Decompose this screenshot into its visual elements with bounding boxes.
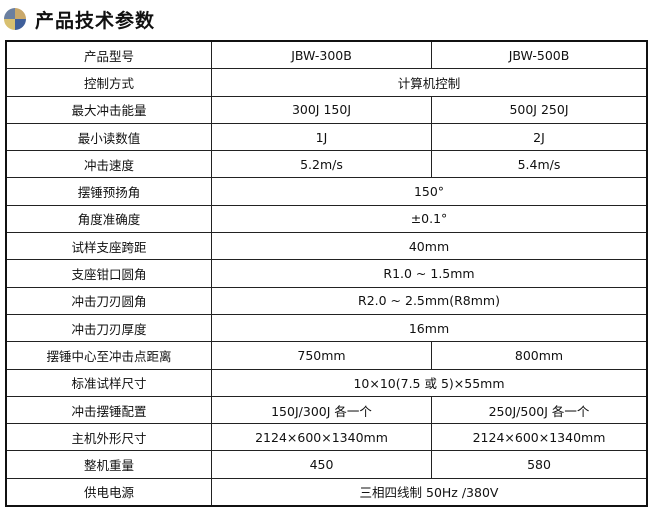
spec-label: 标准试样尺寸 — [5, 368, 212, 397]
table-row: 产品型号 JBW-300B JBW-500B — [5, 40, 648, 70]
spec-label: 冲击刀刃厚度 — [5, 313, 212, 343]
spec-value: R2.0 ~ 2.5mm(R8mm) — [211, 286, 648, 315]
table-row: 最小读数值 1J 2J — [5, 122, 648, 152]
spec-label: 控制方式 — [5, 68, 212, 97]
table-row: 冲击摆锤配置 150J/300J 各一个 250J/500J 各一个 — [5, 395, 648, 425]
spec-value: 2124×600×1340mm — [211, 423, 432, 452]
table-row: 整机重量 450 580 — [5, 450, 648, 479]
spec-value: 150° — [211, 177, 648, 206]
spec-label: 供电电源 — [5, 477, 212, 507]
spec-value: 300J 150J — [211, 95, 432, 124]
icon-quadrant — [15, 19, 26, 30]
spec-value: 三相四线制 50Hz /380V — [211, 477, 648, 507]
spec-value: 5.2m/s — [211, 150, 432, 179]
table-row: 摆锤预扬角 150° — [5, 177, 648, 206]
spec-value: 500J 250J — [431, 95, 648, 124]
spec-label: 最大冲击能量 — [5, 95, 212, 124]
spec-label: 主机外形尺寸 — [5, 423, 212, 452]
spec-label: 最小读数值 — [5, 122, 212, 152]
spec-value: 40mm — [211, 232, 648, 261]
quartered-circle-icon — [4, 8, 26, 30]
table-row: 摆锤中心至冲击点距离 750mm 800mm — [5, 341, 648, 370]
spec-label: 产品型号 — [5, 40, 212, 70]
spec-value: 计算机控制 — [211, 68, 648, 97]
spec-value: 2124×600×1340mm — [431, 423, 648, 452]
spec-label: 支座钳口圆角 — [5, 259, 212, 288]
spec-value: 16mm — [211, 313, 648, 343]
spec-value: ±0.1° — [211, 204, 648, 234]
spec-label: 摆锤预扬角 — [5, 177, 212, 206]
table-row: 冲击刀刃厚度 16mm — [5, 313, 648, 343]
spec-value: 800mm — [431, 341, 648, 370]
spec-value: 150J/300J 各一个 — [211, 395, 432, 425]
spec-label: 冲击摆锤配置 — [5, 395, 212, 425]
spec-value: JBW-500B — [431, 40, 648, 70]
spec-label: 整机重量 — [5, 450, 212, 479]
icon-quadrant — [4, 19, 15, 30]
table-row: 角度准确度 ±0.1° — [5, 204, 648, 234]
spec-value: 10×10(7.5 或 5)×55mm — [211, 368, 648, 397]
spec-value: 750mm — [211, 341, 432, 370]
spec-value: 580 — [431, 450, 648, 479]
table-row: 冲击刀刃圆角 R2.0 ~ 2.5mm(R8mm) — [5, 286, 648, 315]
spec-value: 2J — [431, 122, 648, 152]
table-row: 冲击速度 5.2m/s 5.4m/s — [5, 150, 648, 179]
spec-value: 5.4m/s — [431, 150, 648, 179]
section-header: 产品技术参数 — [4, 4, 155, 34]
spec-value: JBW-300B — [211, 40, 432, 70]
spec-label: 冲击刀刃圆角 — [5, 286, 212, 315]
table-row: 控制方式 计算机控制 — [5, 68, 648, 97]
spec-label: 冲击速度 — [5, 150, 212, 179]
section-title: 产品技术参数 — [35, 9, 156, 32]
spec-value: 450 — [211, 450, 432, 479]
table-row: 主机外形尺寸 2124×600×1340mm 2124×600×1340mm — [5, 423, 648, 452]
spec-label: 试样支座跨距 — [5, 232, 212, 261]
table-row: 供电电源 三相四线制 50Hz /380V — [5, 477, 648, 507]
table-row: 支座钳口圆角 R1.0 ~ 1.5mm — [5, 259, 648, 288]
table-row: 试样支座跨距 40mm — [5, 232, 648, 261]
icon-quadrant — [4, 8, 15, 19]
spec-label: 摆锤中心至冲击点距离 — [5, 341, 212, 370]
spec-value: 1J — [211, 122, 432, 152]
table-row: 标准试样尺寸 10×10(7.5 或 5)×55mm — [5, 368, 648, 397]
spec-label: 角度准确度 — [5, 204, 212, 234]
table-row: 最大冲击能量 300J 150J 500J 250J — [5, 95, 648, 124]
spec-table: 产品型号 JBW-300B JBW-500B 控制方式 计算机控制 最大冲击能量 300J … — [5, 40, 648, 508]
icon-quadrant — [15, 8, 26, 19]
spec-value: R1.0 ~ 1.5mm — [211, 259, 648, 288]
spec-value: 250J/500J 各一个 — [431, 395, 648, 425]
